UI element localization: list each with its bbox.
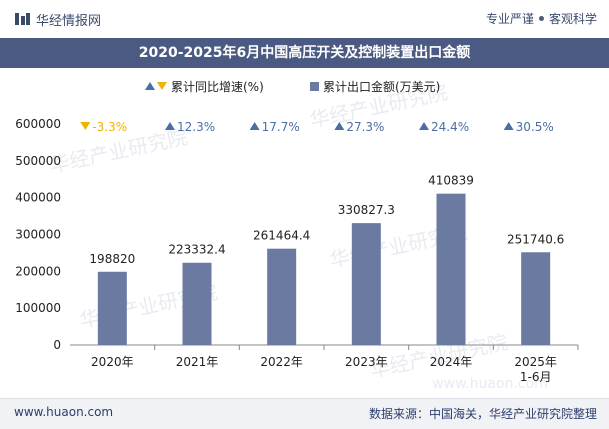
x-tick-label: 2025年 — [514, 355, 557, 369]
growth-label: 30.5% — [516, 120, 554, 134]
bar-series: 198820 223332.4 261464.4 330827.3 410839 2517… — [89, 174, 564, 345]
bar-value-label: 223332.4 — [168, 243, 225, 257]
y-tick-label: 0 — [53, 338, 61, 352]
legend-square-icon — [310, 82, 319, 91]
bar — [436, 193, 466, 345]
growth-label: -3.3% — [92, 120, 127, 134]
brand-name: 华经情报网 — [36, 14, 102, 29]
y-axis: 0 100000 200000 300000 400000 500000 600000 — [15, 117, 61, 352]
growth-up-triangle-icon — [334, 122, 345, 130]
dot-separator — [538, 16, 544, 21]
tagline-a: 专业严谨 — [485, 12, 534, 26]
x-tick-label: 1-6月 — [520, 370, 552, 384]
bar — [351, 223, 381, 345]
footer-source: 数据来源：中国海关，华经产业研究院整理 — [368, 407, 597, 421]
x-tick-label: 2020年 — [91, 355, 134, 369]
tagline: 专业严谨 客观科学 — [486, 10, 597, 27]
bar — [97, 271, 127, 345]
growth-up-triangle-icon — [419, 122, 429, 130]
growth-series: -3.3% 12.3% 17.7% 27.3% 24.4% 30.5% — [80, 120, 554, 134]
tagline-b: 客观科学 — [548, 12, 597, 26]
bar — [521, 252, 551, 345]
footer: www.huaon.com 数据来源：中国海关，华经产业研究院整理 — [0, 398, 609, 429]
x-tick-label: 2021年 — [176, 355, 219, 369]
growth-label: 27.3% — [346, 120, 384, 134]
y-tick-label: 400000 — [15, 191, 61, 205]
x-tick-label: 2023年 — [345, 355, 388, 369]
legend-triangle-up-icon — [145, 82, 155, 90]
y-tick-label: 600000 — [15, 117, 61, 131]
bar-value-label: 261464.4 — [253, 229, 310, 243]
growth-label: 17.7% — [262, 120, 300, 134]
bar — [267, 248, 297, 345]
chart: 华经产业研究院华经产业研究院华经产业研究院华经产业研究院华经产业研究院www.h… — [15, 79, 579, 392]
bar-value-label: 198820 — [89, 252, 135, 266]
top-bar: 华经情报网 专业严谨 客观科学 — [0, 0, 609, 38]
legend-label-growth: 累计同比增速(%) — [171, 80, 264, 94]
growth-down-triangle-icon — [80, 122, 91, 130]
growth-up-triangle-icon — [249, 122, 260, 130]
y-tick-label: 100000 — [15, 301, 61, 315]
y-tick-label: 300000 — [15, 228, 61, 242]
y-tick-label: 500000 — [15, 154, 61, 168]
bar-value-label: 410839 — [428, 174, 474, 188]
growth-up-triangle-icon — [503, 122, 514, 130]
legend-triangle-down-icon — [157, 82, 167, 90]
bar-value-label: 330827.3 — [338, 203, 395, 217]
growth-label: 24.4% — [431, 120, 469, 134]
growth-up-triangle-icon — [165, 122, 175, 130]
bar — [182, 262, 212, 345]
x-tick-label: 2022年 — [260, 355, 303, 369]
logo-icon — [15, 13, 30, 25]
y-tick-label: 200000 — [15, 264, 61, 278]
legend-label-amount: 累计出口金额(万美元) — [323, 79, 440, 94]
legend: 累计同比增速(%) 累计出口金额(万美元) — [145, 79, 440, 94]
chart-title: 2020-2025年6月中国高压开关及控制装置出口金额 — [138, 45, 471, 61]
title-bar: 2020-2025年6月中国高压开关及控制装置出口金额 — [0, 38, 609, 68]
watermark-url: www.huaon.com — [432, 376, 548, 392]
footer-website: www.huaon.com — [14, 405, 114, 419]
x-tick-label: 2024年 — [430, 355, 473, 369]
bar-value-label: 251740.6 — [507, 232, 564, 246]
growth-label: 12.3% — [177, 120, 215, 134]
